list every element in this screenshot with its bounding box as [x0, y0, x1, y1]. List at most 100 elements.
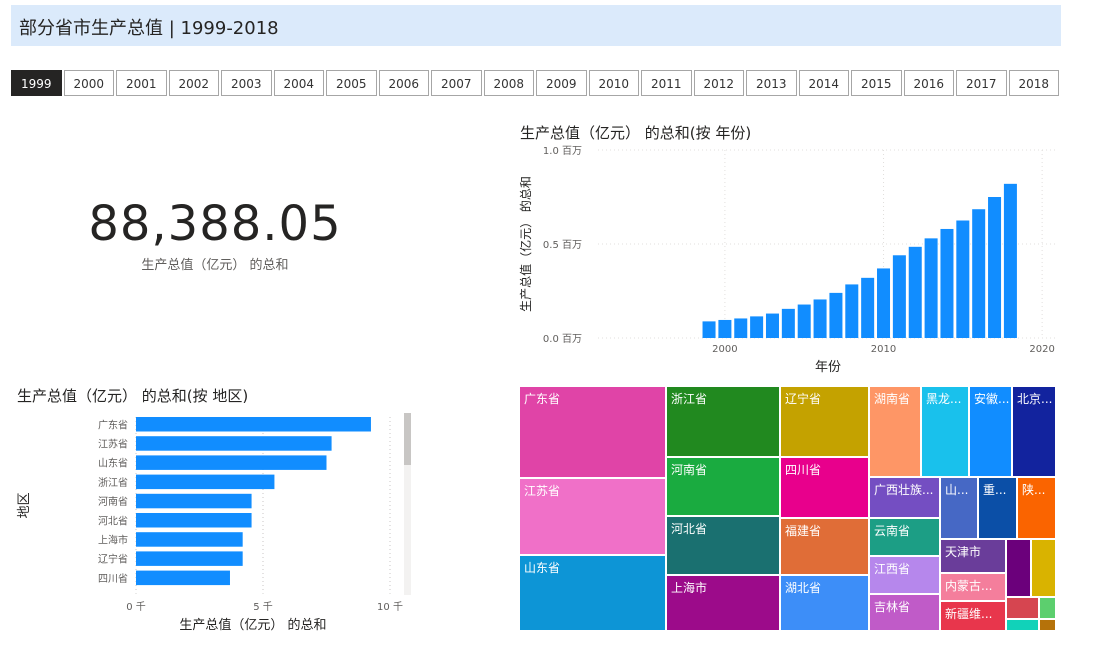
year-bar-2017[interactable]	[988, 197, 1002, 338]
treemap-cell-fill[interactable]	[869, 518, 940, 556]
year-button-2000[interactable]: 2000	[63, 70, 114, 96]
treemap-cell-fill[interactable]	[869, 556, 940, 594]
region-bar-3[interactable]	[136, 474, 275, 490]
treemap-cell-fill[interactable]	[1006, 597, 1039, 619]
treemap-cell-26[interactable]	[1031, 539, 1056, 597]
treemap-cell-23[interactable]: 内蒙古...	[940, 573, 1006, 601]
year-bar-2006[interactable]	[813, 299, 827, 338]
year-bar-2002[interactable]	[750, 316, 764, 338]
treemap-cell-5[interactable]: 河北省	[666, 516, 780, 575]
treemap-cell-12[interactable]: 黑龙...	[921, 386, 969, 477]
treemap-cell-fill[interactable]	[1039, 619, 1056, 631]
year-bar-2010[interactable]	[877, 268, 891, 338]
treemap-cell-28[interactable]	[1039, 597, 1056, 619]
treemap-cell-4[interactable]: 河南省	[666, 457, 780, 516]
year-button-2001[interactable]: 2001	[116, 70, 167, 96]
treemap-cell-fill[interactable]	[1039, 597, 1056, 619]
treemap-cell-fill[interactable]	[1006, 539, 1031, 597]
year-button-1999[interactable]: 1999	[11, 70, 62, 96]
year-bar-2013[interactable]	[924, 238, 938, 338]
year-button-2016[interactable]: 2016	[903, 70, 954, 96]
year-bar-2000[interactable]	[718, 319, 732, 338]
treemap-cell-fill[interactable]	[519, 555, 666, 631]
treemap-cell-21[interactable]: 吉林省	[869, 594, 940, 631]
treemap-cell-fill[interactable]	[869, 594, 940, 631]
treemap-cell-fill[interactable]	[940, 477, 978, 539]
year-bar-2008[interactable]	[845, 284, 859, 338]
treemap-cell-fill[interactable]	[1012, 386, 1056, 477]
treemap-cell-18[interactable]: 陕...	[1017, 477, 1056, 539]
year-bar-1999[interactable]	[702, 321, 716, 338]
year-slicer[interactable]: 1999 2000 2001 2002 2003 2004 2005 2006 2007 2008…	[11, 70, 1061, 98]
treemap-cell-fill[interactable]	[940, 601, 1006, 631]
year-bar-2018[interactable]	[1003, 183, 1017, 338]
treemap-cell-24[interactable]: 新疆维...	[940, 601, 1006, 631]
treemap-cell-fill[interactable]	[969, 386, 1012, 477]
year-bar-2005[interactable]	[797, 304, 811, 338]
treemap-cell-11[interactable]: 湖南省	[869, 386, 921, 477]
year-button-2014[interactable]: 2014	[798, 70, 849, 96]
treemap-cell-17[interactable]: 重...	[978, 477, 1017, 539]
region-bar-5[interactable]	[136, 513, 252, 528]
year-button-2008[interactable]: 2008	[483, 70, 534, 96]
treemap-cell-fill[interactable]	[780, 386, 869, 457]
year-button-2003[interactable]: 2003	[221, 70, 272, 96]
year-bar-2007[interactable]	[829, 292, 843, 338]
year-button-2012[interactable]: 2012	[693, 70, 744, 96]
treemap-cell-3[interactable]: 浙江省	[666, 386, 780, 457]
treemap-cell-fill[interactable]	[940, 573, 1006, 601]
year-button-2015[interactable]: 2015	[851, 70, 902, 96]
treemap-cell-16[interactable]: 山...	[940, 477, 978, 539]
region-bar-8[interactable]	[136, 570, 230, 586]
treemap-cell-fill[interactable]	[1017, 477, 1056, 539]
region-bar-4[interactable]	[136, 493, 252, 509]
treemap-cell-fill[interactable]	[666, 457, 780, 516]
treemap-cell-fill[interactable]	[921, 386, 969, 477]
treemap-cell-2[interactable]: 山东省	[519, 555, 666, 631]
region-bar-1[interactable]	[136, 436, 332, 451]
treemap-cell-fill[interactable]	[1006, 619, 1039, 631]
treemap-cell-15[interactable]: 广西壮族...	[869, 477, 940, 518]
year-bar-2015[interactable]	[956, 220, 970, 339]
treemap-cell-fill[interactable]	[1031, 539, 1056, 597]
region-bar-7[interactable]	[136, 551, 243, 566]
treemap-cell-fill[interactable]	[519, 386, 666, 478]
treemap-cell-fill[interactable]	[666, 516, 780, 575]
year-bar-2011[interactable]	[892, 255, 906, 338]
treemap-cell-1[interactable]: 江苏省	[519, 478, 666, 555]
year-bar-2003[interactable]	[765, 313, 779, 338]
treemap-cell-25[interactable]	[1006, 539, 1031, 597]
year-button-2010[interactable]: 2010	[588, 70, 639, 96]
year-button-2009[interactable]: 2009	[536, 70, 587, 96]
year-button-2017[interactable]: 2017	[956, 70, 1007, 96]
year-button-2005[interactable]: 2005	[326, 70, 377, 96]
year-button-2006[interactable]: 2006	[378, 70, 429, 96]
year-bar-chart[interactable]: 0.0 百万 0.5 百万 1.0 百万 2000 2010 2020 年份 生产总值（亿元）…	[510, 140, 1070, 380]
treemap-cell-22[interactable]: 天津市	[940, 539, 1006, 573]
year-bar-2014[interactable]	[940, 228, 954, 338]
treemap-cell-fill[interactable]	[869, 477, 940, 518]
treemap-cell-7[interactable]: 辽宁省	[780, 386, 869, 457]
treemap-cell-30[interactable]	[1039, 619, 1056, 631]
year-bar-2001[interactable]	[734, 318, 748, 338]
region-bar-6[interactable]	[136, 532, 243, 547]
region-bar-chart[interactable]: 0 千 5 千 10 千 广东省江苏省山东省浙江省河南省河北省上海市辽宁省四川省生产总…	[10, 405, 430, 635]
treemap-cell-fill[interactable]	[978, 477, 1017, 539]
year-button-2013[interactable]: 2013	[746, 70, 797, 96]
treemap-cell-fill[interactable]	[780, 457, 869, 518]
treemap-cell-fill[interactable]	[666, 575, 780, 631]
treemap-cell-fill[interactable]	[780, 575, 869, 631]
treemap-cell-fill[interactable]	[666, 386, 780, 457]
treemap-cell-29[interactable]	[1006, 619, 1039, 631]
treemap-cell-fill[interactable]	[869, 386, 921, 477]
treemap-cell-20[interactable]: 江西省	[869, 556, 940, 594]
year-button-2002[interactable]: 2002	[168, 70, 219, 96]
region-bar-2[interactable]	[136, 455, 327, 470]
region-bar-0[interactable]	[136, 417, 371, 432]
year-bar-2009[interactable]	[861, 277, 875, 338]
treemap-cell-10[interactable]: 湖北省	[780, 575, 869, 631]
year-button-2004[interactable]: 2004	[273, 70, 324, 96]
treemap-cell-fill[interactable]	[780, 518, 869, 575]
year-button-2018[interactable]: 2018	[1008, 70, 1059, 96]
